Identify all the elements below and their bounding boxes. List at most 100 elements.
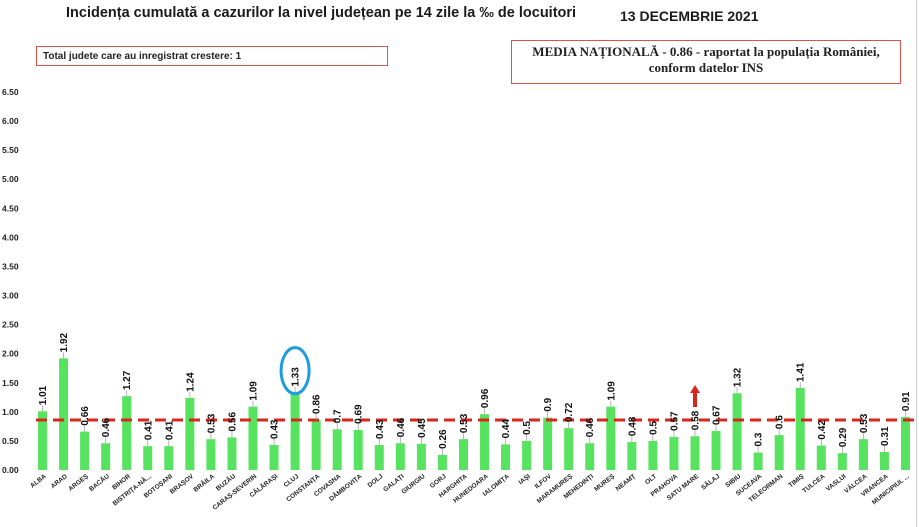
x-tick-label: OLT	[644, 473, 658, 486]
bar-municipiul-bucurești	[900, 417, 910, 470]
value-label: 0.43	[375, 419, 386, 439]
value-label: 0.58	[691, 410, 702, 430]
overlay-group	[36, 346, 916, 422]
y-tick-label: 3.00	[2, 291, 19, 301]
chart-date: 13 DECEMBRIE 2021	[620, 8, 759, 24]
y-tick-label: 0.50	[2, 436, 19, 446]
value-label: 0.29	[838, 427, 849, 447]
value-label: 0.69	[354, 404, 365, 424]
y-tick-label: 2.00	[2, 349, 19, 359]
x-tick-label: MUNICIPIUL ...	[871, 473, 911, 506]
y-tick-label: 6.50	[2, 87, 19, 97]
value-label: 0.26	[438, 429, 449, 449]
x-tick-label: TULCEA	[801, 473, 826, 495]
value-label: 1.09	[606, 381, 617, 401]
value-label: 0.72	[564, 402, 575, 422]
bar-olt	[648, 440, 658, 470]
bar-mureș	[606, 406, 616, 470]
bar-vrancea	[879, 451, 889, 470]
value-label: 0.53	[459, 413, 470, 433]
national-average-line2: conform datelor INS	[648, 60, 764, 75]
bar-dâmbovița	[353, 429, 363, 470]
bar-satu-mare	[690, 436, 700, 470]
bar-suceava	[753, 452, 763, 470]
y-tick-label: 1.50	[2, 378, 19, 388]
value-label: 1.01	[38, 385, 49, 405]
bar-călărași	[269, 444, 279, 470]
x-tick-label: IAȘI	[518, 473, 532, 486]
value-label: 0.57	[669, 411, 680, 431]
value-label: 0.86	[312, 394, 323, 414]
value-label: 0.56	[227, 412, 238, 432]
bars-group	[38, 358, 910, 470]
x-tick-label: BACĂU	[87, 471, 111, 493]
value-label: 0.41	[164, 420, 175, 440]
value-label: 0.41	[143, 420, 154, 440]
bar-sălaj	[711, 431, 721, 470]
x-tick-label: BRAȘOV	[169, 473, 196, 496]
value-label: 1.92	[59, 332, 70, 352]
bar-bihor	[122, 396, 132, 470]
x-tick-label: MUREȘ	[593, 473, 616, 493]
bar-giurgiu	[416, 443, 426, 470]
bar-galați	[395, 443, 405, 470]
value-label: 1.33	[291, 367, 302, 387]
bar-buzău	[227, 437, 237, 470]
bar-vâlcea	[858, 439, 868, 470]
y-axis: 0.00 0.50 1.00 1.50 2.00 2.50 3.00 3.50 4.00 4.50…	[2, 87, 19, 475]
increase-arrow-icon	[690, 385, 700, 407]
y-tick-label: 4.00	[2, 232, 19, 242]
y-tick-label: 4.50	[2, 203, 19, 213]
value-label: 0.53	[859, 413, 870, 433]
bar-gorj	[437, 454, 447, 470]
y-tick-label: 2.50	[2, 320, 19, 330]
x-tick-label: DÂMBOVIȚA	[327, 471, 364, 503]
value-label: 0.91	[901, 391, 912, 411]
value-label: 0.44	[501, 419, 512, 439]
chart-title: Incidența cumulată a cazurilor la nivel …	[66, 5, 577, 21]
bar-harghita	[458, 439, 468, 470]
bar-botoșani	[164, 446, 174, 470]
value-label: 0.5	[648, 421, 659, 435]
value-label: 0.96	[480, 388, 491, 408]
x-tick-label: SIBIU	[724, 473, 742, 489]
x-tick-label: DOLJ	[367, 473, 385, 489]
bar-alba	[38, 411, 48, 470]
value-label: 0.48	[627, 416, 638, 436]
bar-hunedoara	[480, 414, 490, 470]
x-tick-label: ALBA	[29, 473, 48, 490]
x-tick-label: CLUJ	[283, 473, 301, 489]
bar-brăila	[206, 439, 216, 470]
value-label: 0.7	[333, 409, 344, 423]
value-label: 1.27	[122, 370, 133, 390]
y-tick-label: 0.00	[2, 465, 19, 475]
value-label: 0.45	[417, 418, 428, 438]
value-label: 1.24	[185, 372, 196, 392]
bar-prahova	[669, 436, 679, 470]
value-label: 0.53	[206, 413, 217, 433]
value-label: 0.46	[585, 417, 596, 437]
x-tick-label: ARAD	[50, 473, 69, 490]
bar-timiș	[795, 388, 805, 470]
value-label: 0.67	[712, 405, 723, 425]
bar-brașov	[185, 397, 195, 470]
value-label: 0.42	[817, 420, 828, 440]
value-label: 0.31	[880, 426, 891, 446]
value-label: 0.3	[754, 432, 765, 446]
bar-teleorman	[774, 435, 784, 470]
y-tick-label: 1.00	[2, 407, 19, 417]
bar-covasna	[332, 429, 342, 470]
bar-bistrița-năsăud	[143, 446, 153, 470]
bar-constanța	[311, 419, 321, 470]
value-label: 1.41	[796, 362, 807, 382]
value-label: 0.46	[101, 417, 112, 437]
x-tick-label: GIURGIU	[400, 473, 426, 496]
value-labels-group: 1.01 1.92 0.66 0.46 1.27 0.41 0.41 1.24 0.53 0.56…	[38, 332, 912, 455]
bar-arad	[59, 358, 69, 470]
bar-bacău	[101, 443, 111, 470]
bar-dolj	[374, 444, 384, 470]
national-average-box: MEDIA NAȚIONALĂ - 0.86 - raportat la pop…	[511, 40, 901, 84]
bar-vaslui	[837, 453, 847, 470]
